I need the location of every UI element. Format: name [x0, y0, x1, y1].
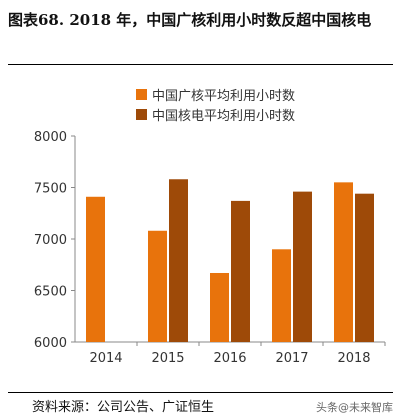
legend-swatch-series2	[136, 108, 147, 120]
bar-2-2016	[231, 200, 250, 342]
x-tick-label-2014: 2014	[89, 351, 122, 366]
bar-2-2018	[355, 193, 374, 342]
x-tick-label-2016: 2016	[213, 351, 246, 366]
x-tick-label-2017: 2017	[275, 351, 308, 366]
bar-1-2014	[86, 196, 105, 342]
y-tick-label-1: 6500	[34, 285, 67, 300]
bar-2-2017	[293, 191, 312, 342]
legend-label-series2: 中国核电平均利用小时数	[152, 108, 296, 124]
bar-2-2015	[169, 179, 188, 342]
bar-1-2015	[148, 230, 167, 342]
legend-item-series2: 中国核电平均利用小时数	[136, 104, 295, 124]
y-tick-label-2: 7000	[34, 233, 67, 248]
y-tick-label-0: 6000	[34, 336, 67, 351]
y-tick-label-4: 8000	[34, 130, 67, 145]
title-divider	[8, 64, 393, 65]
x-tick-label-2018: 2018	[337, 351, 370, 366]
legend: 中国广核平均利用小时数 中国核电平均利用小时数	[136, 84, 295, 124]
bar-1-2016	[210, 272, 229, 342]
legend-label-series1: 中国广核平均利用小时数	[152, 88, 296, 104]
source-note: 资料来源：公司公告、广证恒生	[32, 400, 215, 415]
y-tick-label-3: 7500	[34, 182, 67, 197]
x-tick-label-2015: 2015	[151, 351, 184, 366]
page-title: 图表68. 2018 年，中国广核利用小时数反超中国核电	[8, 11, 372, 29]
source-divider	[8, 392, 393, 393]
legend-swatch-series1	[136, 88, 147, 100]
bar-chart: 6000 6500 7000 7500 8000 2014 2015 2016 2017 2018	[34, 130, 386, 366]
bar-1-2017	[272, 249, 291, 342]
bar-1-2018	[334, 182, 353, 342]
watermark: 头条@未来智库	[316, 401, 393, 414]
legend-item-series1: 中国广核平均利用小时数	[136, 84, 295, 104]
